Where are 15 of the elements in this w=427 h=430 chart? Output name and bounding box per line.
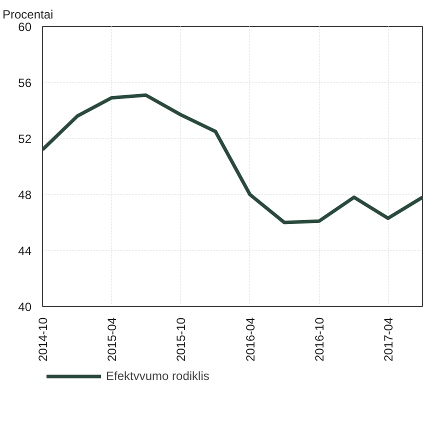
x-tick-label: 2014-10 (36, 317, 50, 362)
y-tick-label: 52 (18, 132, 32, 146)
x-tick-label: 2017-04 (382, 317, 396, 362)
y-tick-label: 44 (18, 244, 32, 258)
x-tick-label: 2016-04 (243, 317, 258, 362)
y-axis-title: Procentai (2, 8, 54, 22)
legend-label: Efektvvumo rodiklis (106, 369, 210, 383)
line-series (42, 93, 422, 224)
x-tick-label: 2016-10 (312, 317, 327, 362)
x-tick-label: 2015-04 (104, 317, 119, 362)
x-tick-label: 2015-10 (174, 317, 188, 362)
y-tick-label: 60 (18, 20, 32, 34)
y-tick-label: 56 (18, 76, 32, 90)
y-tick-label: 48 (18, 188, 32, 202)
y-tick-label: 40 (18, 300, 32, 314)
